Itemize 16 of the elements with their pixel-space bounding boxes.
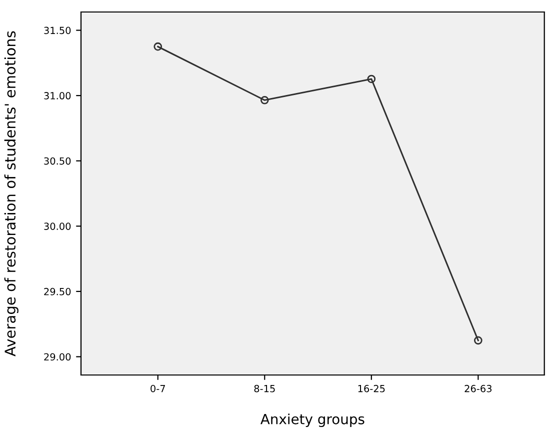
point [260, 96, 269, 104]
x-tick-label: 0-7 [150, 384, 165, 392]
y-axis-title: Average of restoration of students' emotions [4, 31, 18, 356]
x-tick-label: 26-63 [464, 384, 492, 392]
point [154, 42, 162, 51]
y-tick-label: 29.50 [44, 288, 71, 296]
y-tick-label: 29.00 [44, 353, 71, 361]
point [474, 336, 482, 345]
point [367, 74, 376, 84]
y-tick-label: 30.00 [44, 222, 71, 230]
x-tick-label: 16-25 [358, 384, 385, 392]
y-tick-label: 31.00 [44, 92, 71, 100]
y-tick-label: 30.50 [44, 157, 71, 165]
x-tick-label: 8-15 [254, 384, 275, 392]
x-axis-title: Anxiety groups [260, 414, 364, 428]
y-tick-label: 31.50 [44, 26, 71, 34]
